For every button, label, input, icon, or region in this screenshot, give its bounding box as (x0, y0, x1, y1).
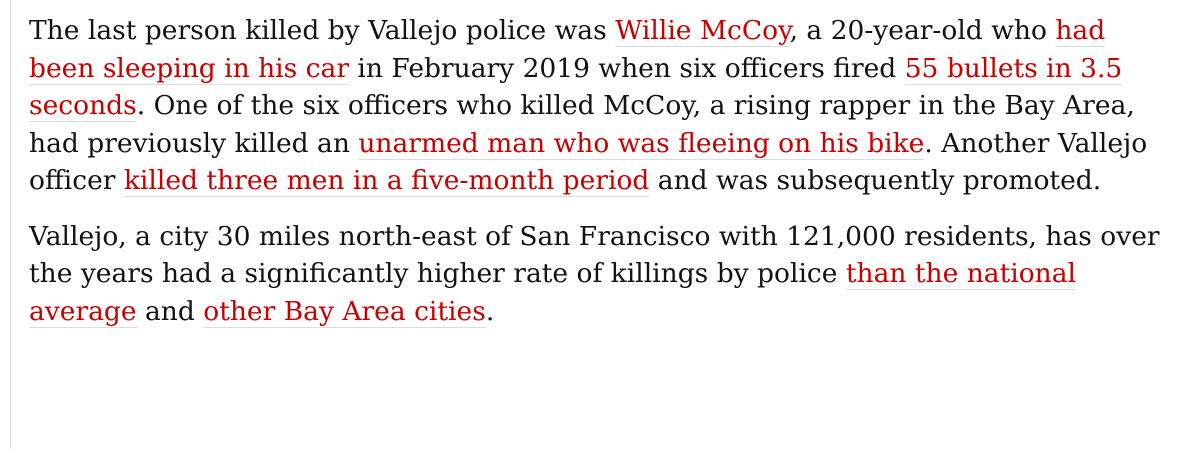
left-border-rule (10, 0, 11, 449)
link-other-bay-area-cities[interactable]: other Bay Area cities (203, 295, 486, 328)
paragraph-mccoy: The last person killed by Vallejo police… (29, 12, 1169, 200)
text-segment: . Another Vallejo officer (29, 127, 1148, 197)
link-killed-three-men[interactable]: killed three men in a five-month period (123, 165, 650, 197)
text-segment: The last person killed by Vallejo police… (29, 15, 616, 46)
text-segment: , a 20-year-old who (789, 15, 1056, 46)
link-sleeping-in-car[interactable]: had been sleeping in his car (29, 15, 1106, 85)
text-segment: . One of the six officers who killed McC… (29, 90, 1135, 159)
text-segment: and was subsequently promoted. (649, 165, 1102, 196)
text-segment: and (136, 295, 204, 327)
text-segment: Vallejo, a city 30 miles north-east of S… (29, 220, 1160, 290)
text-segment: . (485, 295, 495, 327)
link-national-average[interactable]: than the national average (29, 258, 1076, 328)
link-willie-mccoy[interactable]: Willie McCoy (615, 15, 790, 47)
link-unarmed-man-bike[interactable]: unarmed man who was fleeing on his bike (358, 127, 925, 160)
article-body: The last person killed by Vallejo police… (29, 12, 1169, 330)
link-55-bullets[interactable]: 55 bullets in 3.5 seconds (29, 52, 1123, 122)
text-segment: in February 2019 when six officers fired (349, 52, 905, 84)
paragraph-vallejo-rate: Vallejo, a city 30 miles north-east of S… (29, 218, 1169, 331)
